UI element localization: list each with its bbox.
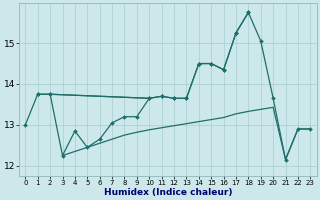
X-axis label: Humidex (Indice chaleur): Humidex (Indice chaleur) — [104, 188, 232, 197]
